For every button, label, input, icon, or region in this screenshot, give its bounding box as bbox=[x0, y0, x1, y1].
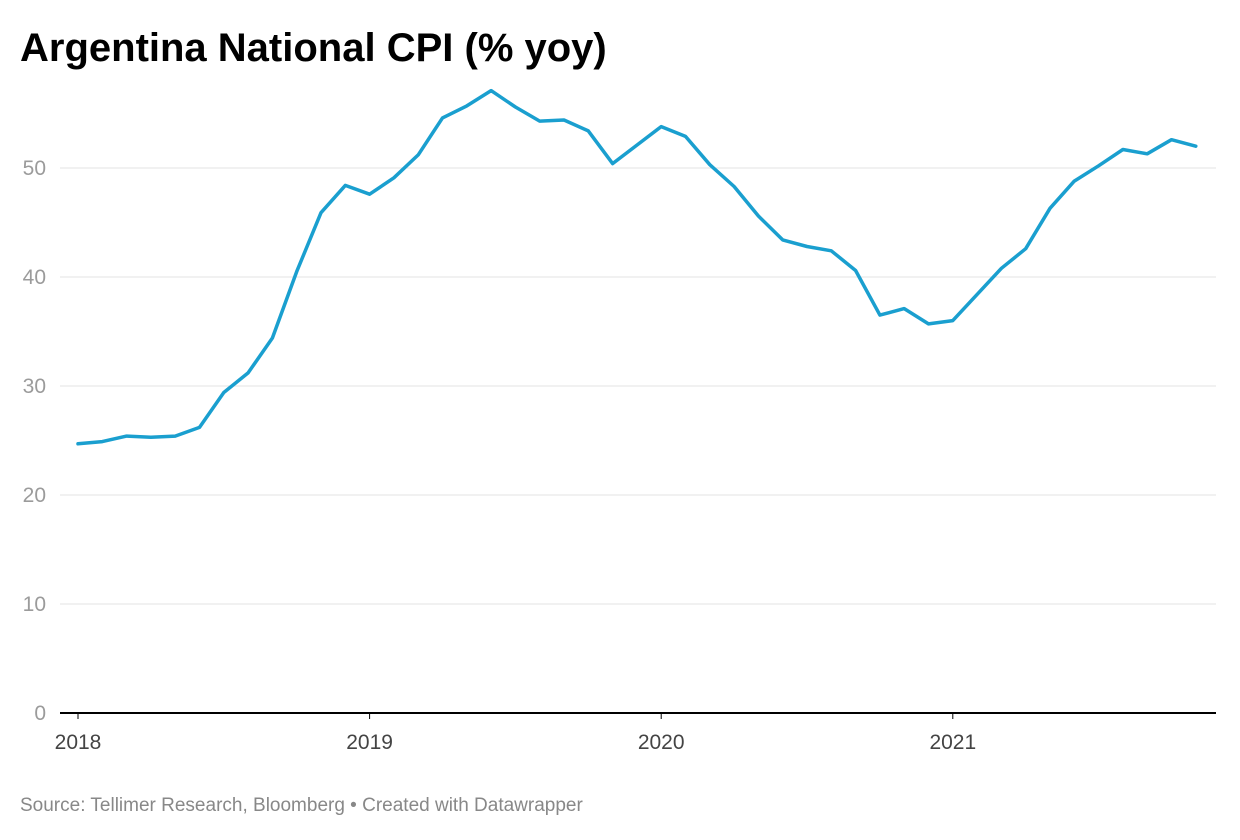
data-point bbox=[1170, 138, 1173, 141]
y-tick-label: 30 bbox=[23, 375, 46, 398]
data-point bbox=[1097, 164, 1100, 167]
data-point bbox=[976, 293, 979, 296]
data-point bbox=[465, 104, 468, 107]
y-tick-label: 10 bbox=[23, 593, 46, 616]
data-point bbox=[271, 337, 274, 340]
data-point bbox=[757, 215, 760, 218]
data-point bbox=[1049, 207, 1052, 210]
data-point bbox=[1146, 152, 1149, 155]
data-point bbox=[781, 238, 784, 241]
x-tick-labels: 2018 2019 2020 2021 bbox=[55, 731, 977, 754]
data-point bbox=[514, 106, 517, 109]
cpi-series-line bbox=[76, 88, 1198, 446]
data-point bbox=[392, 176, 395, 179]
data-point bbox=[1073, 180, 1076, 183]
data-point bbox=[149, 436, 152, 439]
y-tick-label: 0 bbox=[34, 702, 46, 725]
data-point bbox=[101, 440, 104, 443]
y-tick-labels: 0 10 20 30 40 50 bbox=[23, 157, 46, 725]
data-point bbox=[1121, 148, 1124, 151]
data-point bbox=[927, 322, 930, 325]
y-gridlines bbox=[60, 167, 1216, 605]
data-point bbox=[878, 314, 881, 317]
data-point bbox=[611, 162, 614, 165]
data-point bbox=[806, 245, 809, 248]
data-point bbox=[538, 120, 541, 123]
data-point bbox=[903, 307, 906, 310]
data-point bbox=[830, 249, 833, 252]
data-point bbox=[198, 426, 201, 429]
data-point bbox=[320, 211, 323, 214]
data-point bbox=[77, 442, 80, 445]
data-point bbox=[1194, 145, 1197, 148]
source-note: Source: Tellimer Research, Bloomberg • C… bbox=[20, 795, 583, 816]
y-tick-label: 20 bbox=[23, 484, 46, 507]
x-tick-label: 2020 bbox=[638, 731, 685, 754]
data-point bbox=[660, 125, 663, 128]
x-tick-label: 2018 bbox=[55, 731, 102, 754]
data-point bbox=[222, 391, 225, 394]
y-tick-label: 40 bbox=[23, 266, 46, 289]
data-point bbox=[635, 144, 638, 147]
data-point bbox=[684, 135, 687, 138]
data-point bbox=[733, 185, 736, 188]
data-point bbox=[295, 270, 298, 273]
data-point bbox=[125, 435, 128, 438]
y-tick-label: 50 bbox=[23, 157, 46, 180]
data-point bbox=[587, 129, 590, 132]
data-point bbox=[951, 319, 954, 322]
x-tick-marks bbox=[77, 713, 954, 719]
data-point bbox=[441, 116, 444, 119]
data-point bbox=[368, 193, 371, 196]
x-tick-label: 2019 bbox=[346, 731, 393, 754]
data-point bbox=[1000, 267, 1003, 270]
data-point bbox=[1024, 247, 1027, 250]
data-points bbox=[77, 89, 1198, 445]
data-point bbox=[563, 119, 566, 122]
data-point bbox=[708, 163, 711, 166]
data-point bbox=[417, 153, 420, 156]
data-point bbox=[854, 269, 857, 272]
data-point bbox=[174, 435, 177, 438]
x-tick-label: 2021 bbox=[929, 731, 976, 754]
data-point bbox=[247, 371, 250, 374]
data-point bbox=[344, 184, 347, 187]
data-point bbox=[490, 89, 493, 92]
chart-title: Argentina National CPI (% yoy) bbox=[20, 26, 607, 70]
